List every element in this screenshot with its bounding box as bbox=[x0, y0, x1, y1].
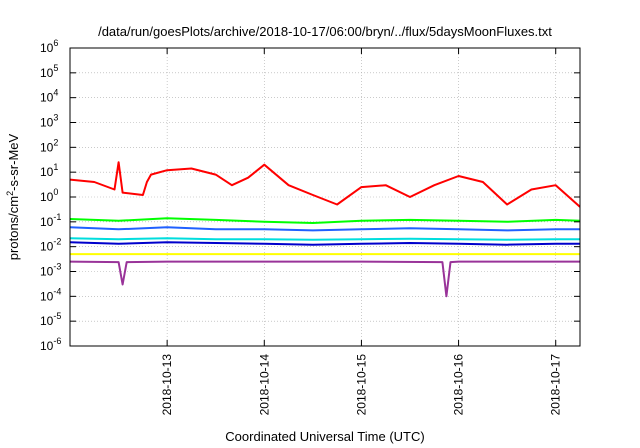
y-tick-exp: -2 bbox=[53, 237, 61, 247]
y-tick-exp: -1 bbox=[53, 212, 61, 222]
x-tick-label: 2018-10-15 bbox=[354, 354, 368, 416]
y-tick-label: 10-5 bbox=[40, 311, 61, 328]
x-tick-label: 2018-10-13 bbox=[160, 354, 174, 416]
series-line-2 bbox=[70, 217, 580, 224]
x-tick-label: 2018-10-16 bbox=[452, 354, 466, 416]
x-axis-title: Coordinated Universal Time (UTC) bbox=[225, 429, 424, 444]
y-tick-exp: -6 bbox=[53, 336, 61, 346]
x-tick-label: 2018-10-14 bbox=[257, 354, 271, 416]
x-tick-label: 2018-10-17 bbox=[549, 354, 563, 416]
y-tick-exp: -5 bbox=[53, 311, 61, 321]
y-tick-label: 10-2 bbox=[40, 237, 61, 254]
y-axis-title: protons/cm2-s-sr-MeV bbox=[5, 133, 21, 260]
y-tick-exp: -3 bbox=[53, 262, 61, 272]
y-axis-title-sup: 2 bbox=[5, 191, 15, 196]
chart-title: /data/run/goesPlots/archive/2018-10-17/0… bbox=[98, 24, 552, 39]
y-tick-base: 10 bbox=[40, 314, 54, 328]
series-line-5 bbox=[70, 241, 580, 246]
y-axis-title-pre: protons/cm bbox=[6, 196, 21, 260]
y-tick-exp: 3 bbox=[53, 113, 58, 123]
y-tick-base: 10 bbox=[40, 41, 54, 55]
y-tick-label: 102 bbox=[40, 137, 58, 154]
y-tick-base: 10 bbox=[40, 215, 54, 229]
y-tick-label: 10-3 bbox=[40, 262, 61, 279]
y-tick-label: 10-4 bbox=[40, 286, 61, 303]
y-tick-label: 10-6 bbox=[40, 336, 61, 353]
y-axis-title-post: -s-sr-MeV bbox=[6, 133, 21, 190]
y-tick-exp: 0 bbox=[53, 187, 58, 197]
series-line-1 bbox=[70, 161, 580, 208]
y-tick-exp: 6 bbox=[53, 38, 58, 48]
y-tick-base: 10 bbox=[40, 140, 54, 154]
y-tick-base: 10 bbox=[40, 66, 54, 80]
y-axis: 10-610-510-410-310-210-11001011021031041… bbox=[40, 38, 580, 353]
series-line-3 bbox=[70, 226, 580, 232]
y-tick-label: 10-1 bbox=[40, 212, 61, 229]
y-tick-label: 101 bbox=[40, 162, 58, 179]
y-tick-exp: 4 bbox=[53, 88, 58, 98]
y-tick-exp: 5 bbox=[53, 63, 58, 73]
y-tick-label: 106 bbox=[40, 38, 58, 55]
y-tick-label: 103 bbox=[40, 113, 58, 130]
grid-lines bbox=[70, 48, 580, 346]
y-tick-base: 10 bbox=[40, 265, 54, 279]
y-tick-base: 10 bbox=[40, 190, 54, 204]
x-axis: 2018-10-13 2018-10-14 2018-10-15 2018-10-16… bbox=[160, 48, 563, 415]
series-line-7 bbox=[70, 260, 580, 298]
y-tick-base: 10 bbox=[40, 240, 54, 254]
y-tick-label: 104 bbox=[40, 88, 58, 105]
y-tick-exp: -4 bbox=[53, 286, 61, 296]
series-line-4 bbox=[70, 237, 580, 241]
plot-area bbox=[70, 161, 580, 298]
y-tick-base: 10 bbox=[40, 289, 54, 303]
y-tick-base: 10 bbox=[40, 165, 54, 179]
y-tick-label: 100 bbox=[40, 187, 58, 204]
y-tick-base: 10 bbox=[40, 91, 54, 105]
y-tick-base: 10 bbox=[40, 339, 54, 353]
y-tick-label: 105 bbox=[40, 63, 58, 80]
y-tick-exp: 2 bbox=[53, 137, 58, 147]
y-tick-exp: 1 bbox=[53, 162, 58, 172]
y-tick-base: 10 bbox=[40, 116, 54, 130]
